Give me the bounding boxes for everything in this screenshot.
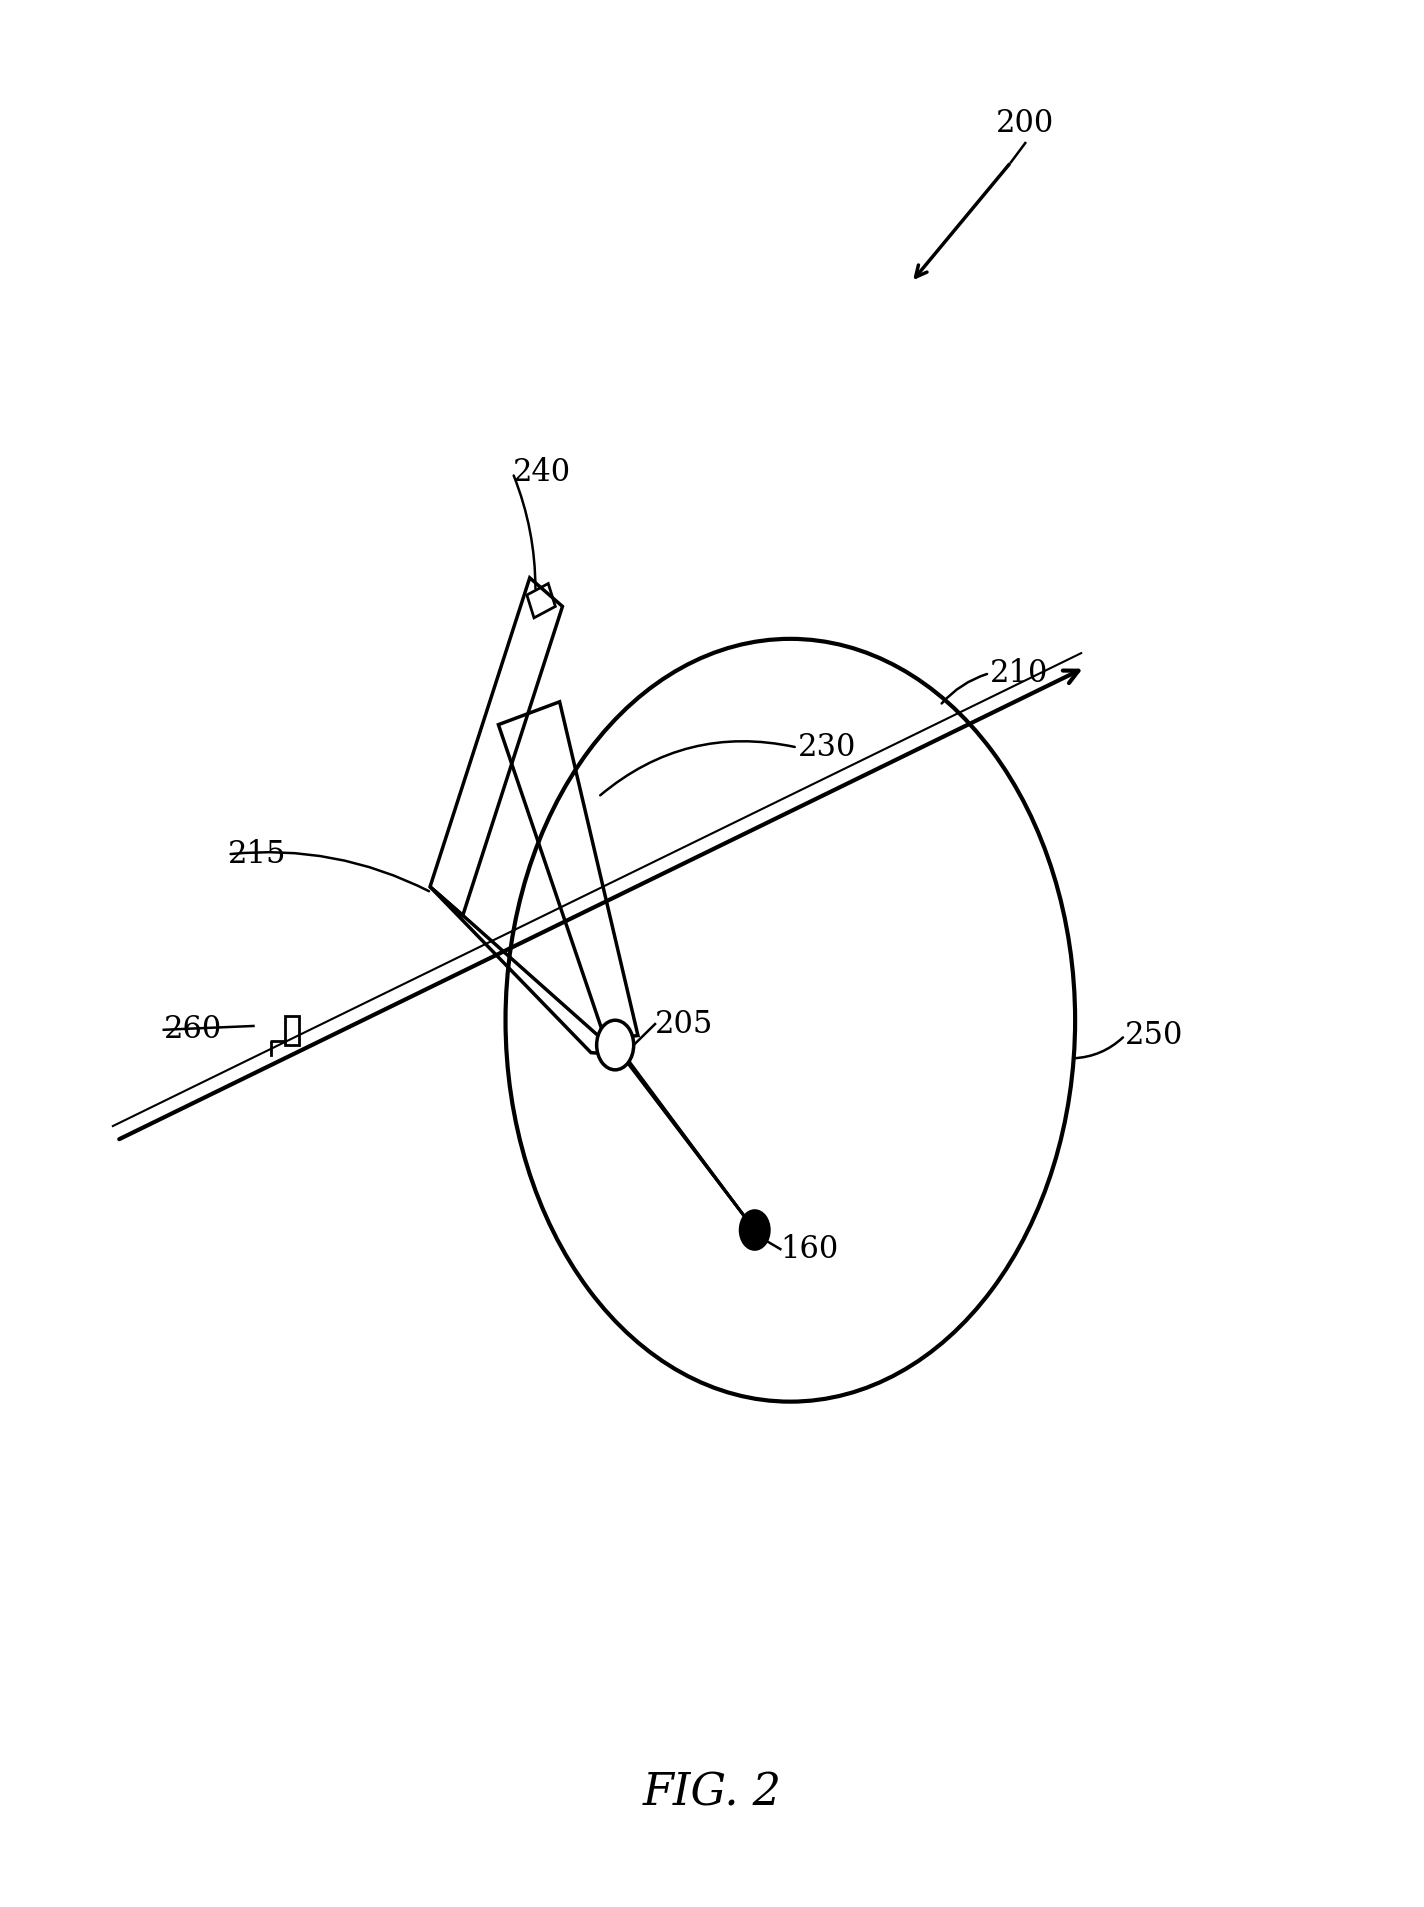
Circle shape: [597, 1020, 634, 1070]
Text: 215: 215: [228, 839, 286, 870]
Text: FIG. 2: FIG. 2: [642, 1772, 782, 1814]
Text: 200: 200: [997, 109, 1054, 139]
Circle shape: [740, 1211, 769, 1249]
Text: 160: 160: [780, 1234, 839, 1264]
Text: 240: 240: [513, 458, 571, 488]
Text: 250: 250: [1125, 1020, 1183, 1051]
Text: 210: 210: [990, 658, 1048, 688]
Text: 205: 205: [655, 1009, 713, 1039]
Text: 230: 230: [797, 732, 856, 763]
Text: 260: 260: [164, 1015, 222, 1045]
